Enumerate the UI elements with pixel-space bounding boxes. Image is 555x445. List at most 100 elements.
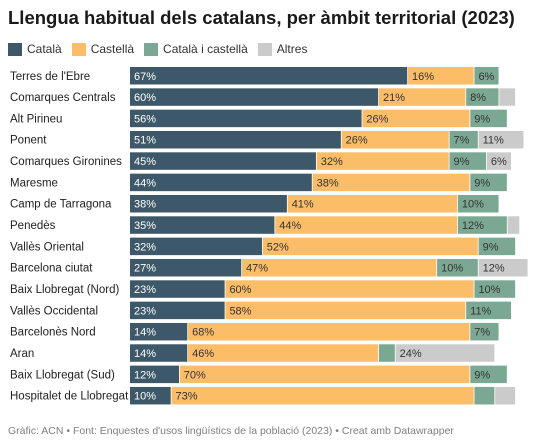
bar-segment-catala-i-castella-comarques-gironines — [449, 152, 487, 170]
bar-segment-catala-i-castella-aran — [379, 344, 395, 362]
data-label-castella-maresme: 38% — [317, 177, 339, 189]
bar-segment-catala-i-castella-valles-occidental — [466, 301, 511, 320]
bar-segment-catala-i-castella-barcelona-ciutat — [437, 258, 478, 277]
data-label-catala-comarques-centrals: 60% — [134, 92, 156, 104]
legend-label-catala: Català — [27, 42, 62, 56]
bar-segment-catala-i-castella-camp-de-tarragona — [457, 194, 499, 213]
data-label-catala-valles-oriental: 32% — [134, 241, 156, 253]
data-label-castella-comarques-centrals: 21% — [383, 92, 405, 104]
data-label-castella-ponent: 26% — [346, 135, 368, 147]
bar-segment-catala-barcelones-nord — [130, 322, 188, 341]
legend-label-catala-i-castella: Català i castellà — [163, 42, 248, 56]
category-label-barcelones-nord: Barcelonès Nord — [10, 327, 96, 339]
bar-segment-castella-comarques-centrals — [379, 88, 466, 106]
data-label-catala-penedes: 35% — [134, 220, 156, 232]
data-label-catala-i-castella-camp-de-tarragona: 10% — [462, 199, 484, 211]
legend-item-catala-i-castella: Català i castellà — [144, 42, 248, 56]
bar-segment-catala-baix-llobregat-nord — [130, 280, 225, 298]
bar-segment-castella-valles-occidental — [225, 301, 466, 320]
category-label-ponent: Ponent — [10, 135, 47, 147]
bar-segment-catala-comarques-centrals — [130, 88, 379, 106]
bar-segment-catala-i-castella-hospitalet-de-llobregat — [474, 386, 495, 405]
bar-segment-castella-baix-llobregat-sud — [179, 365, 470, 384]
bar-segment-catala-i-castella-ponent — [449, 130, 478, 149]
data-label-catala-i-castella-maresme: 9% — [474, 177, 490, 189]
category-label-alt-pirineu: Alt Pirineu — [10, 113, 62, 125]
legend-item-castella: Castellà — [71, 42, 135, 56]
data-label-catala-barcelona-ciutat: 27% — [134, 263, 156, 275]
bar-segment-altres-penedes — [507, 216, 520, 234]
bar-segment-catala-comarques-gironines — [130, 152, 316, 170]
bar-segment-castella-barcelones-nord — [188, 322, 470, 341]
data-label-catala-i-castella-baix-llobregat-nord: 10% — [478, 284, 500, 296]
data-label-castella-barcelones-nord: 68% — [192, 327, 214, 339]
bar-segment-castella-valles-oriental — [262, 237, 478, 256]
bar-segment-catala-i-castella-valles-oriental — [478, 237, 516, 256]
bar-segment-catala-i-castella-terres-de-l-ebre — [474, 67, 499, 85]
data-label-catala-i-castella-valles-occidental: 11% — [470, 305, 491, 317]
data-label-castella-baix-llobregat-nord: 60% — [229, 284, 251, 296]
legend: Català Castellà Català i castellà Altres — [8, 42, 317, 56]
chart-footer: Gràfic: ACN • Font: Enquestes d'usos lin… — [8, 425, 454, 437]
category-label-baix-llobregat-sud: Baix Llobregat (Sud) — [10, 369, 115, 381]
data-label-castella-aran: 46% — [192, 348, 214, 360]
data-label-catala-alt-pirineu: 56% — [134, 113, 156, 125]
category-label-baix-llobregat-nord: Baix Llobregat (Nord) — [10, 284, 119, 296]
data-label-castella-penedes: 44% — [279, 220, 301, 232]
data-label-catala-i-castella-barcelona-ciutat: 10% — [441, 263, 463, 275]
data-label-altres-ponent: 11% — [483, 135, 504, 147]
bar-segment-castella-terres-de-l-ebre — [408, 67, 474, 85]
category-label-aran: Aran — [10, 348, 34, 360]
bar-segment-catala-camp-de-tarragona — [130, 194, 287, 213]
data-label-catala-comarques-gironines: 45% — [134, 156, 156, 168]
bar-segment-altres-comarques-gironines — [486, 152, 511, 170]
data-label-catala-hospitalet-de-llobregat: 10% — [134, 391, 156, 403]
data-label-altres-comarques-gironines: 6% — [491, 156, 507, 168]
bar-segment-castella-maresme — [312, 173, 470, 192]
bar-segment-castella-barcelona-ciutat — [242, 258, 437, 277]
data-label-castella-comarques-gironines: 32% — [321, 156, 343, 168]
legend-label-altres: Altres — [276, 42, 308, 56]
data-label-catala-terres-de-l-ebre: 67% — [134, 71, 156, 83]
data-label-catala-i-castella-valles-oriental: 9% — [483, 241, 499, 253]
data-label-catala-i-castella-ponent: 7% — [454, 135, 470, 147]
data-label-altres-aran: 24% — [400, 348, 422, 360]
category-label-valles-oriental: Vallès Oriental — [10, 241, 84, 253]
data-label-catala-i-castella-comarques-centrals: 8% — [470, 92, 486, 104]
data-label-catala-baix-llobregat-nord: 23% — [134, 284, 156, 296]
legend-swatch-castella — [71, 42, 86, 56]
data-label-castella-baix-llobregat-sud: 70% — [184, 369, 206, 381]
bar-segment-altres-aran — [395, 344, 495, 362]
data-label-castella-alt-pirineu: 26% — [366, 113, 388, 125]
bar-segment-castella-ponent — [341, 130, 449, 149]
bar-segment-castella-aran — [188, 344, 379, 362]
bar-segment-catala-penedes — [130, 216, 275, 234]
bar-segment-catala-baix-llobregat-sud — [130, 365, 179, 384]
data-label-castella-hospitalet-de-llobregat: 73% — [176, 391, 198, 403]
category-label-comarques-gironines: Comarques Gironines — [10, 156, 122, 168]
bar-segment-catala-aran — [130, 344, 188, 362]
data-label-catala-baix-llobregat-sud: 12% — [134, 369, 156, 381]
data-label-catala-aran: 14% — [134, 348, 156, 360]
data-label-catala-camp-de-tarragona: 38% — [134, 199, 156, 211]
data-label-catala-i-castella-terres-de-l-ebre: 6% — [478, 71, 494, 83]
bar-segment-catala-i-castella-alt-pirineu — [470, 109, 507, 128]
legend-swatch-catala-i-castella — [144, 42, 159, 56]
bar-segment-catala-i-castella-barcelones-nord — [470, 322, 499, 341]
bar-segment-catala-hospitalet-de-llobregat — [130, 386, 171, 405]
legend-label-castella: Castellà — [90, 42, 135, 56]
bar-segment-catala-terres-de-l-ebre — [130, 67, 408, 85]
bar-segment-catala-ponent — [130, 130, 341, 149]
category-label-camp-de-tarragona: Camp de Tarragona — [10, 199, 112, 211]
bar-segment-altres-ponent — [478, 130, 524, 149]
bar-segment-castella-comarques-gironines — [316, 152, 449, 170]
data-label-castella-valles-oriental: 52% — [267, 241, 289, 253]
bar-segment-catala-i-castella-penedes — [457, 216, 507, 234]
data-label-castella-valles-occidental: 58% — [229, 305, 251, 317]
category-label-valles-occidental: Vallès Occidental — [10, 305, 98, 317]
bar-segment-catala-i-castella-maresme — [470, 173, 507, 192]
data-label-catala-i-castella-baix-llobregat-sud: 9% — [474, 369, 490, 381]
bar-segment-catala-valles-oriental — [130, 237, 262, 256]
legend-item-altres: Altres — [257, 42, 308, 56]
category-label-comarques-centrals: Comarques Centrals — [10, 92, 116, 104]
